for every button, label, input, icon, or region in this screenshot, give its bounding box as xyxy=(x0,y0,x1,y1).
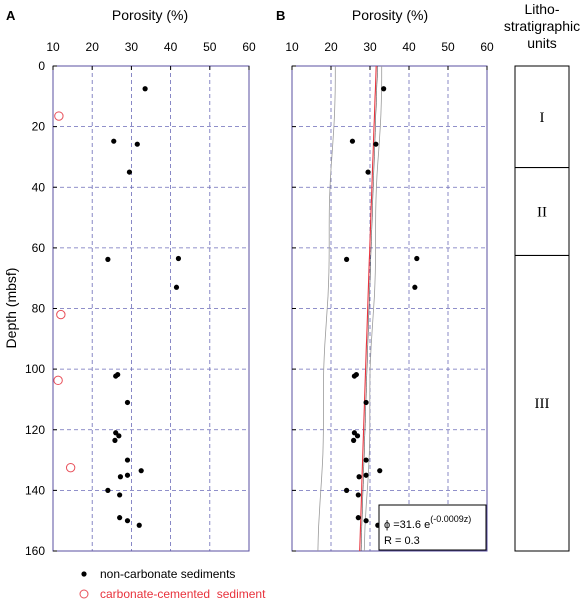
legend-label-carbonate: carbonate-cemented sediment xyxy=(100,587,266,601)
y-tick-label-40: 40 xyxy=(32,180,46,194)
a-point-0-15 xyxy=(124,472,131,478)
b-point-0-14 xyxy=(377,468,383,474)
a-point-0-18 xyxy=(105,487,111,493)
b-point-0-8 xyxy=(351,373,357,379)
a-point-0-1 xyxy=(111,138,117,144)
a-point-0-20 xyxy=(124,518,131,524)
a-point-0-12 xyxy=(112,437,118,443)
fit-equation-frame xyxy=(378,504,487,551)
b-point-0-2 xyxy=(373,141,379,147)
a-x-tick-label-60: 60 xyxy=(242,40,256,54)
units-title-line-1: Litho- xyxy=(524,1,559,17)
panel-b-x-title: Porosity (%) xyxy=(352,7,428,23)
fit-equation-base: ϕ =31.6 e xyxy=(384,519,430,531)
panel-a-letter: A xyxy=(6,8,16,23)
y-tick-label-140: 140 xyxy=(25,483,45,497)
b-point-0-4 xyxy=(414,255,420,262)
b-fit-curve xyxy=(359,65,377,552)
b-x-tick-label-30: 30 xyxy=(363,40,377,54)
a-open-point-1-0 xyxy=(54,111,64,121)
panel-a-plot: 10 20 30 40 50 60 0 20 40 60 80 100 120 140 160 xyxy=(25,40,256,558)
y-tick-label-100: 100 xyxy=(25,362,45,376)
a-open-point-1-3 xyxy=(65,462,76,473)
fit-r-value: R = 0.3 xyxy=(384,535,420,547)
b-point-0-15 xyxy=(363,472,369,478)
a-x-tick-label-40: 40 xyxy=(164,40,178,54)
a-point-0-9 xyxy=(124,399,131,406)
b-point-0-20 xyxy=(363,518,369,524)
a-x-tick-label-50: 50 xyxy=(203,40,217,54)
a-point-0-4 xyxy=(175,255,182,262)
fit-equation-exponent: (-0.0009z) xyxy=(430,514,471,524)
fit-equation-box: ϕ =31.6 e(-0.0009z) R = 0.3 xyxy=(378,504,487,551)
legend-marker-non-carbonate xyxy=(81,571,87,577)
a-x-tick-label-30: 30 xyxy=(125,40,139,54)
b-point-0-0 xyxy=(381,86,387,92)
b-point-0-9 xyxy=(363,399,369,406)
unit-label-I: I xyxy=(540,110,545,126)
a-point-0-5 xyxy=(105,256,111,262)
legend-label-non-carbonate: non-carbonate sediments xyxy=(100,567,235,581)
a-x-tick-label-20: 20 xyxy=(86,40,100,54)
a-point-0-14 xyxy=(138,468,144,474)
a-point-0-2 xyxy=(134,141,140,147)
y-tick-label-160: 160 xyxy=(25,544,45,558)
b-x-tick-label-20: 20 xyxy=(324,40,338,54)
a-point-0-19 xyxy=(117,515,123,521)
b-point-0-16 xyxy=(356,474,362,480)
a-point-0-0 xyxy=(142,86,148,92)
b-envelope-left xyxy=(317,66,336,552)
a-point-0-6 xyxy=(173,284,180,290)
b-point-0-11 xyxy=(354,433,361,439)
legend-marker-carbonate xyxy=(79,589,89,599)
b-envelope-right xyxy=(363,66,383,552)
a-open-point-1-2 xyxy=(53,375,63,386)
b-point-0-18 xyxy=(344,487,350,493)
b-point-0-19 xyxy=(355,515,361,521)
a-point-0-3 xyxy=(126,169,133,175)
b-point-0-12 xyxy=(351,437,357,443)
a-point-0-11 xyxy=(116,433,122,439)
b-fit-curve-companion xyxy=(360,65,378,552)
b-x-tick-label-40: 40 xyxy=(402,40,416,54)
legend: non-carbonate sediments carbonate-cement… xyxy=(79,567,266,601)
units-title-line-3: units xyxy=(527,35,557,51)
a-point-0-21 xyxy=(136,522,142,528)
unit-label-III: III xyxy=(535,396,550,412)
panel-b-plot: 10 20 30 40 50 60 xyxy=(285,40,494,552)
b-point-0-3 xyxy=(365,169,371,175)
y-tick-label-60: 60 xyxy=(32,241,46,255)
a-point-0-16 xyxy=(117,474,124,480)
y-tick-label-20: 20 xyxy=(32,120,46,134)
panel-b-letter: B xyxy=(276,8,285,23)
b-point-0-1 xyxy=(349,138,356,144)
b-x-tick-label-60: 60 xyxy=(480,40,494,54)
y-axis-title: Depth (mbsf) xyxy=(3,268,19,349)
unit-box-III xyxy=(514,254,570,552)
b-point-0-13 xyxy=(363,457,369,463)
a-point-0-17 xyxy=(117,492,123,498)
a-x-tick-label-10: 10 xyxy=(46,40,60,54)
a-open-point-1-1 xyxy=(56,309,66,320)
b-x-tick-label-50: 50 xyxy=(441,40,455,54)
fit-equation: ϕ =31.6 e(-0.0009z) xyxy=(384,514,471,531)
unit-label-II: II xyxy=(537,205,547,221)
y-tick-label-120: 120 xyxy=(25,423,45,437)
b-x-tick-label-10: 10 xyxy=(285,40,299,54)
b-point-0-6 xyxy=(412,284,418,290)
panel-a-x-title: Porosity (%) xyxy=(112,7,188,23)
a-point-0-13 xyxy=(124,457,131,463)
b-fit-envelope xyxy=(317,66,383,552)
units-title-line-2: stratigraphic xyxy=(504,18,580,34)
y-tick-label-0: 0 xyxy=(38,59,45,73)
y-tick-label-80: 80 xyxy=(32,302,46,316)
b-point-0-5 xyxy=(344,256,350,262)
a-point-0-8 xyxy=(113,373,119,379)
b-point-0-17 xyxy=(355,492,361,498)
